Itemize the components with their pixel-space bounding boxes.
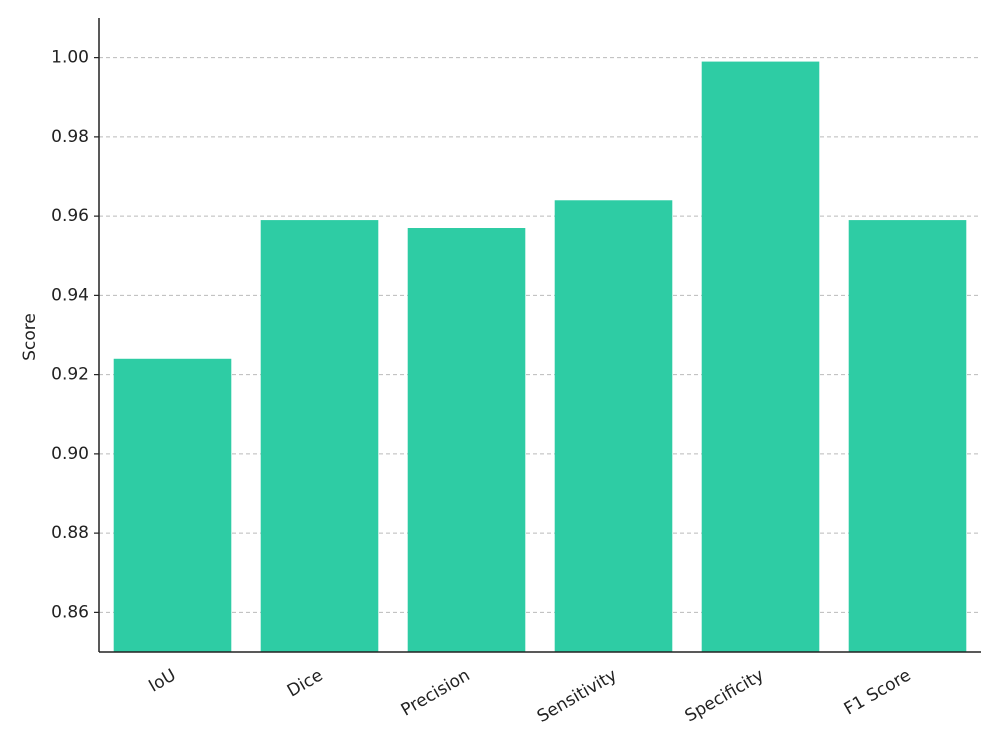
bar [407, 228, 526, 652]
x-tick-label: Dice [284, 665, 327, 701]
y-axis-label: Score [20, 313, 40, 361]
bar [554, 200, 673, 652]
y-tick-label: 0.88 [51, 523, 89, 543]
x-tick-label: F1 Score [841, 665, 915, 719]
y-tick-label: 0.94 [51, 285, 89, 305]
bar [848, 220, 967, 652]
y-tick-label: 0.86 [51, 602, 89, 622]
y-tick-label: 0.96 [51, 206, 89, 226]
x-tick-label: IoU [145, 665, 179, 696]
bar [701, 61, 820, 652]
y-tick-label: 1.00 [51, 48, 89, 68]
bar [113, 358, 232, 652]
x-tick-label: Sensitivity [534, 665, 621, 727]
x-tick-label: Precision [398, 665, 474, 720]
x-tick-label: Specificity [682, 665, 768, 726]
y-tick-label: 0.90 [51, 444, 89, 464]
y-tick-label: 0.92 [51, 365, 89, 385]
y-tick-label: 0.98 [51, 127, 89, 147]
bar [260, 220, 379, 652]
